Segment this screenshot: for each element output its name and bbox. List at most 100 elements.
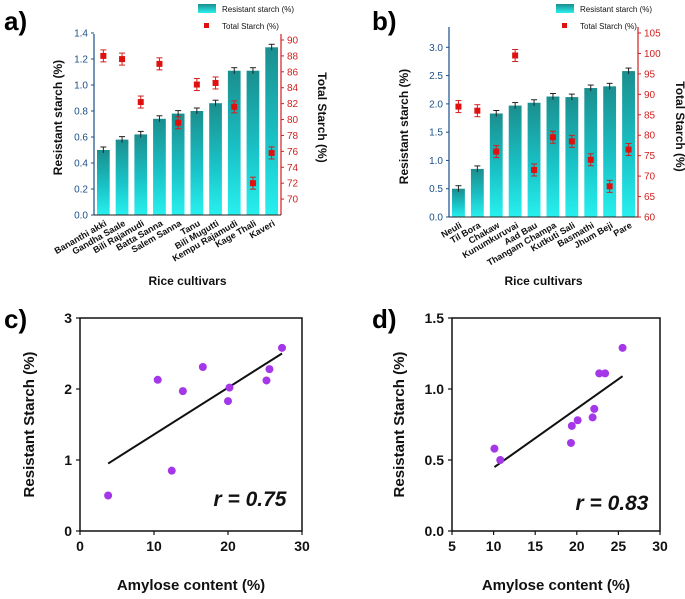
bar-bili-mugutti — [209, 103, 222, 215]
y-axis-title: Resistant starch (%) — [51, 60, 65, 175]
y-tick-label: 3 — [64, 310, 72, 326]
legend-marker-label: Total Starch (%) — [580, 22, 637, 31]
bar-kaveri — [265, 47, 279, 215]
y-tick-label: 2 — [64, 381, 72, 397]
bar-thangam-champa — [546, 96, 560, 217]
category-label: Pare — [612, 220, 634, 238]
bar-salem-sanna — [171, 113, 185, 215]
bar-kutkuti-sali — [565, 97, 579, 217]
y2-tick-label: 85 — [644, 110, 656, 121]
y-tick-label: 0 — [64, 523, 72, 539]
y2-tick-label: 70 — [644, 172, 656, 183]
y2-tick-label: 82 — [287, 99, 299, 110]
legend-marker-swatch — [204, 23, 209, 28]
y-axis-title: Resistant Starch (%) — [391, 352, 408, 498]
y-tick-label: 1.0 — [429, 156, 443, 167]
bar-chakaw — [489, 113, 503, 217]
data-point — [278, 343, 287, 352]
total-starch-marker-kaveri — [268, 149, 275, 156]
total-starch-marker-bananthi-akki — [100, 52, 107, 59]
y2-tick-label: 80 — [644, 131, 656, 142]
total-starch-marker-thangam-champa — [549, 134, 556, 141]
total-starch-marker-kunumkuruvai — [512, 52, 519, 59]
data-point — [595, 369, 604, 378]
x-tick-label: 25 — [611, 538, 627, 554]
bar-tanu — [190, 111, 204, 215]
total-starch-marker-kempu-rajamudi — [231, 103, 238, 110]
correlation-annotation: r = 0.83 — [576, 492, 649, 515]
legend-bar-swatch — [556, 4, 574, 13]
y-tick-label: 1.2 — [74, 55, 88, 66]
y2-tick-label: 72 — [287, 179, 299, 190]
x-tick-label: 30 — [294, 538, 310, 554]
y-tick-label: 0.5 — [425, 452, 445, 468]
y-tick-label: 1 — [64, 452, 72, 468]
data-point — [573, 416, 582, 425]
data-point — [178, 387, 187, 396]
total-starch-marker-bili-mugutti — [212, 79, 219, 86]
y-tick-label: 1.5 — [429, 128, 443, 139]
panel-label: a) — [4, 6, 27, 36]
data-point — [590, 404, 599, 413]
total-starch-marker-chakaw — [493, 148, 500, 155]
plot-frame — [451, 317, 661, 532]
total-starch-marker-til-bora — [474, 107, 481, 114]
y2-tick-label: 88 — [287, 51, 299, 62]
legend-bar-label: Resistant starch (%) — [222, 5, 294, 14]
x-tick-label: 10 — [146, 538, 162, 554]
data-point — [153, 375, 162, 384]
x-tick-label: 5 — [448, 538, 456, 554]
y-tick-label: 0.2 — [74, 185, 88, 196]
y-tick-label: 1.0 — [425, 381, 445, 397]
total-starch-marker-tanu — [193, 81, 200, 88]
y2-tick-label: 100 — [644, 49, 661, 60]
y-tick-label: 0.4 — [74, 159, 88, 170]
data-point — [496, 456, 505, 464]
y-axis-title: Resistant Starch (%) — [21, 352, 38, 498]
bar-batta-sanna — [153, 118, 166, 215]
y2-tick-label: 86 — [287, 67, 299, 78]
y-tick-label: 1.0 — [74, 81, 88, 92]
y2-tick-label: 60 — [644, 213, 656, 224]
y2-axis-title: Total Starch (%) — [315, 72, 329, 162]
panel-d-scatter-plot: d) 5 10 15 20 25 30 0.0 0.5 1.0 1.5 r = 0.83 Resista… — [372, 304, 668, 594]
y2-tick-label: 65 — [644, 192, 656, 203]
data-point — [224, 397, 232, 406]
x-tick-label: 15 — [527, 538, 543, 554]
y2-tick-label: 90 — [644, 90, 656, 101]
bar-aad-bau — [527, 102, 541, 217]
panel-a-bar-chart: a) 0.0 0.2 0.4 0.6 0.8 1.0 1.2 1.4 70 72 74 76 78 80 82… — [4, 4, 329, 288]
bar-bananthi-akki — [96, 150, 110, 215]
regression-line — [493, 375, 624, 468]
y-tick-label: 1.5 — [425, 310, 445, 326]
y2-tick-label: 84 — [287, 83, 299, 94]
bar-basmathi — [584, 88, 598, 217]
total-starch-marker-jhum-beji — [606, 183, 613, 190]
y2-axis-title: Total Starch (%) — [673, 81, 685, 171]
x-tick-label: 30 — [652, 538, 668, 554]
bar-jhum-beji — [603, 86, 617, 217]
data-point — [490, 444, 499, 453]
data-point — [104, 491, 113, 500]
data-point — [198, 362, 207, 371]
plot-frame — [79, 317, 303, 532]
data-point — [566, 438, 575, 447]
y-tick-label: 0.6 — [74, 133, 88, 144]
y2-tick-label: 74 — [287, 163, 299, 174]
bar-neuli — [452, 188, 465, 217]
data-point — [618, 343, 627, 352]
data-point — [567, 421, 576, 430]
legend-bar-label: Resistant starch (%) — [580, 5, 652, 14]
total-starch-marker-neuli — [455, 103, 462, 110]
y-tick-label: 0.5 — [429, 184, 443, 195]
data-point — [225, 383, 234, 392]
data-point — [601, 369, 610, 378]
y-tick-label: 3.0 — [429, 43, 443, 54]
bar-kempu-rajamudi — [227, 70, 241, 215]
panel-label: b) — [372, 6, 397, 36]
y-tick-label: 1.4 — [74, 29, 88, 40]
legend-bar-swatch — [198, 4, 216, 13]
legend-marker-swatch — [562, 23, 567, 28]
y-tick-label: 2.0 — [429, 99, 443, 110]
